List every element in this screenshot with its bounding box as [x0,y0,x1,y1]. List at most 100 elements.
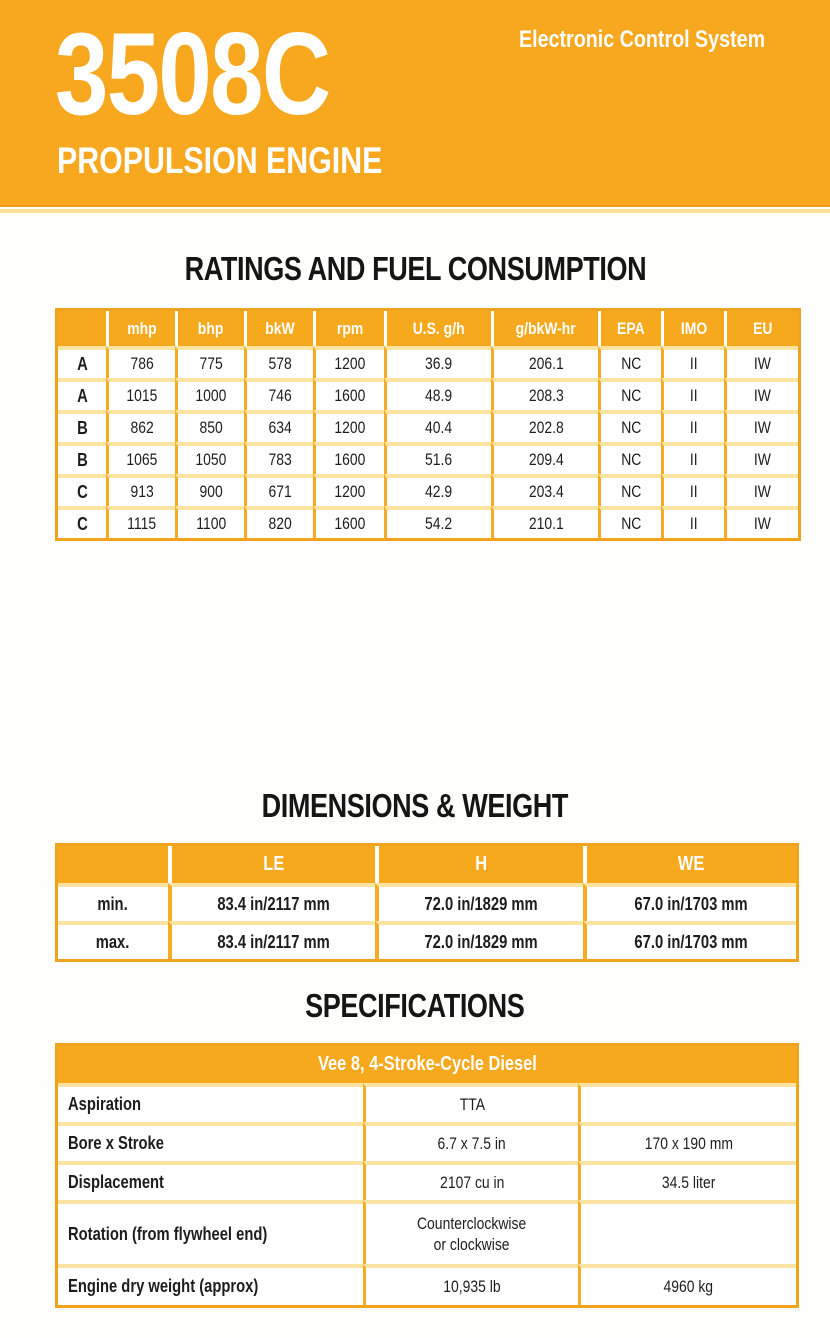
cell: 34.5 liter [578,1161,797,1200]
cell: 1015 [106,378,175,410]
cell [578,1200,797,1264]
cell: 1200 [313,346,384,378]
cell: 208.3 [491,378,598,410]
electronic-control-system-label: Electronic Control System [465,26,765,53]
cell: II [661,506,724,538]
dimensions-header-row: LE H WE [58,846,796,883]
table-row: C 1115 1100 820 1600 54.2 210.1 NC II IW [58,506,798,538]
row-label: max. [58,921,168,959]
cell: TTA [363,1083,578,1122]
column-header-bhp: bhp [175,311,244,346]
cell: 54.2 [384,506,491,538]
cell: 1000 [175,378,244,410]
column-header-we: WE [583,846,796,883]
tagline-text: Electronic Control System [518,26,765,53]
column-header-imo: IMO [661,311,724,346]
table-row: B 1065 1050 783 1600 51.6 209.4 NC II IW [58,442,798,474]
cell: 900 [175,474,244,506]
dimensions-table: LE H WE min. 83.4 in/2117 mm 72.0 in/182… [55,843,799,962]
cell: NC [598,474,661,506]
engine-configuration-header: Vee 8, 4-Stroke-Cycle Diesel [58,1046,797,1083]
cell: 83.4 in/2117 mm [168,921,375,959]
table-row: B 862 850 634 1200 40.4 202.8 NC II IW [58,410,798,442]
cell: 170 x 190 mm [578,1122,797,1161]
table-row: Bore x Stroke 6.7 x 7.5 in 170 x 190 mm [58,1122,797,1161]
column-header-le: LE [168,846,375,883]
table-row: Aspiration TTA [58,1083,797,1122]
cell: 67.0 in/1703 mm [583,883,796,921]
cell: 40.4 [384,410,491,442]
cell: 634 [244,410,313,442]
cell: 1200 [313,410,384,442]
cell: 209.4 [491,442,598,474]
column-header-bkw: bkW [244,311,313,346]
specifications-table: Vee 8, 4-Stroke-Cycle Diesel Aspiration … [55,1043,800,1308]
cell: NC [598,506,661,538]
cell [578,1083,797,1122]
cell: 1200 [313,474,384,506]
cell: NC [598,410,661,442]
cell: IW [724,378,798,410]
ratings-table: mhp bhp bkW rpm U.S. g/h g/bkW-hr EPA IM… [55,308,801,541]
cell: 850 [175,410,244,442]
rating-letter: B [58,442,106,474]
cell: II [661,410,724,442]
cell: 1600 [313,442,384,474]
cell: 51.6 [384,442,491,474]
table-row: max. 83.4 in/2117 mm 72.0 in/1829 mm 67.… [58,921,796,959]
cell: 1600 [313,506,384,538]
cell: 83.4 in/2117 mm [168,883,375,921]
cell: IW [724,506,798,538]
spec-label: Rotation (from flywheel end) [58,1200,363,1264]
ratings-section-title: RATINGS AND FUEL CONSUMPTION [184,250,646,287]
cell: 746 [244,378,313,410]
rating-letter: A [58,378,106,410]
table-row: A 1015 1000 746 1600 48.9 208.3 NC II IW [58,378,798,410]
cell: 1065 [106,442,175,474]
cell: II [661,346,724,378]
spec-label: Aspiration [58,1083,363,1122]
cell: 206.1 [491,346,598,378]
cell: NC [598,346,661,378]
cell: Counterclockwise or clockwise [363,1200,578,1264]
cell: 1600 [313,378,384,410]
engine-model-title: 3508C [55,15,390,132]
cell: II [661,378,724,410]
cell: 203.4 [491,474,598,506]
cell: IW [724,346,798,378]
cell: 1050 [175,442,244,474]
rating-letter: B [58,410,106,442]
spec-label: Engine dry weight (approx) [58,1264,363,1305]
rating-letter: C [58,474,106,506]
cell: NC [598,378,661,410]
cell: 10,935 lb [363,1264,578,1305]
cell: 1115 [106,506,175,538]
engine-type-subtitle: PROPULSION ENGINE [57,140,454,182]
table-row: min. 83.4 in/2117 mm 72.0 in/1829 mm 67.… [58,883,796,921]
table-row: C 913 900 671 1200 42.9 203.4 NC II IW [58,474,798,506]
cell: 42.9 [384,474,491,506]
cell: 1100 [175,506,244,538]
cell: 67.0 in/1703 mm [583,921,796,959]
cell: 36.9 [384,346,491,378]
table-row: A 786 775 578 1200 36.9 206.1 NC II IW [58,346,798,378]
rating-letter: C [58,506,106,538]
header-accent-strip [0,209,830,213]
cell: II [661,474,724,506]
engine-model-text: 3508C [55,8,331,139]
specs-header-row: Vee 8, 4-Stroke-Cycle Diesel [58,1046,797,1083]
table-row: Rotation (from flywheel end) Countercloc… [58,1200,797,1264]
cell: 6.7 x 7.5 in [363,1122,578,1161]
column-header-rpm: rpm [313,311,384,346]
column-header-blank [58,846,168,883]
cell: IW [724,442,798,474]
cell: 775 [175,346,244,378]
cell: 210.1 [491,506,598,538]
cell: 48.9 [384,378,491,410]
cell: 783 [244,442,313,474]
column-header-eu: EU [724,311,798,346]
cell: 671 [244,474,313,506]
table-row: Engine dry weight (approx) 10,935 lb 496… [58,1264,797,1305]
column-header-h: H [375,846,583,883]
